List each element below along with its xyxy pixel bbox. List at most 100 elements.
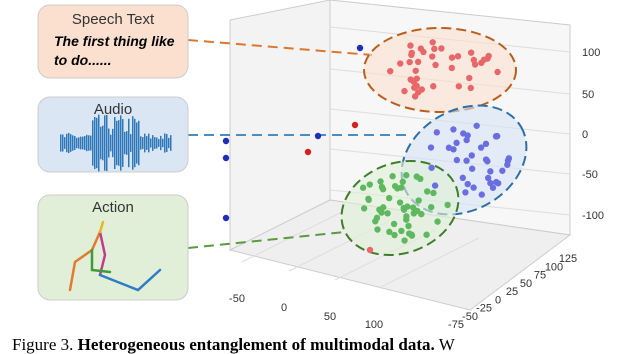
point (505, 155, 513, 162)
action-box (37, 194, 189, 301)
wave-bar (70, 134, 72, 152)
bone (98, 268, 162, 292)
point (409, 204, 417, 211)
point (420, 48, 427, 56)
speech-content-wrap: The first thing like to do...... (54, 33, 175, 68)
grid-line (378, 237, 480, 289)
y-tick-label: 125 (559, 253, 577, 265)
wave-bar (166, 134, 168, 152)
point (397, 60, 404, 67)
point (485, 52, 492, 60)
x-tick-label: 0 (281, 302, 287, 314)
z-tick-label: 100 (582, 47, 600, 59)
connector (187, 231, 346, 249)
wave-bar (162, 138, 164, 148)
point (398, 227, 405, 235)
point (377, 178, 384, 185)
y-tick-label: 100 (545, 261, 563, 273)
wave-bar (100, 126, 102, 160)
point (432, 61, 439, 69)
wave-bar (116, 120, 118, 166)
point (384, 210, 391, 217)
wave-bar (160, 135, 162, 151)
point (454, 53, 462, 60)
point (444, 201, 451, 209)
wave-bar (164, 133, 166, 153)
wave-bar (118, 120, 120, 166)
point (359, 184, 367, 191)
wave-bar (62, 134, 64, 152)
wave-bar (98, 114, 100, 172)
point (400, 204, 407, 212)
point (487, 179, 494, 187)
y-tick-label: 75 (534, 270, 546, 282)
point (459, 174, 467, 182)
z-tick-label: -100 (582, 210, 604, 222)
wave-bar (60, 134, 62, 152)
box-label: Speech Text (72, 11, 155, 28)
point (415, 197, 422, 204)
point (434, 218, 441, 225)
wave-bar (110, 134, 112, 152)
point (356, 44, 364, 52)
point (431, 45, 438, 53)
point (482, 140, 490, 148)
point (471, 61, 479, 68)
wave-bar (142, 137, 144, 149)
point (401, 87, 408, 95)
x-tick-label: -50 (229, 293, 245, 305)
bone (68, 230, 102, 292)
point (314, 132, 322, 140)
point (387, 67, 394, 75)
point (427, 203, 435, 211)
wave-bar (158, 139, 160, 147)
wave-bar (74, 136, 76, 150)
y-tick-label: 25 (506, 286, 518, 298)
point (360, 205, 368, 212)
bone (90, 248, 112, 274)
point (304, 148, 312, 156)
connectors (187, 39, 410, 249)
point (410, 78, 417, 85)
wave-bar (130, 134, 132, 152)
point (464, 180, 471, 188)
wave-bar (170, 135, 172, 151)
point (401, 237, 408, 244)
y-tick-label: -50 (462, 311, 478, 323)
wave-bar (96, 117, 98, 169)
waveform (60, 114, 172, 172)
y-tick-label: 50 (520, 278, 532, 290)
point (403, 172, 410, 179)
wave-bar (68, 132, 70, 154)
wave-bar (128, 118, 130, 168)
wave-bar (122, 119, 124, 167)
point (389, 173, 396, 180)
y-tick-label: -75 (448, 319, 464, 331)
wave-bar (102, 125, 104, 161)
point (423, 231, 430, 238)
point (429, 39, 436, 46)
point (222, 154, 230, 162)
point (403, 213, 410, 220)
wave-bar (82, 136, 84, 150)
z-tick-label: 0 (582, 129, 588, 141)
wave-bar (72, 135, 74, 151)
y-tick-label: 0 (495, 294, 501, 306)
wave-bar (78, 137, 80, 149)
point (399, 178, 406, 185)
point (366, 246, 374, 254)
point (477, 144, 485, 151)
point (391, 182, 399, 190)
wave-bar (126, 131, 128, 155)
point (412, 67, 419, 74)
point (499, 167, 506, 174)
point (489, 184, 497, 191)
wave-bar (66, 133, 68, 153)
point (433, 129, 441, 136)
point (380, 204, 387, 211)
wave-bar (156, 137, 158, 149)
wave-bar (144, 133, 146, 153)
z-tick-label: 50 (582, 89, 594, 101)
wave-bar (88, 135, 90, 151)
